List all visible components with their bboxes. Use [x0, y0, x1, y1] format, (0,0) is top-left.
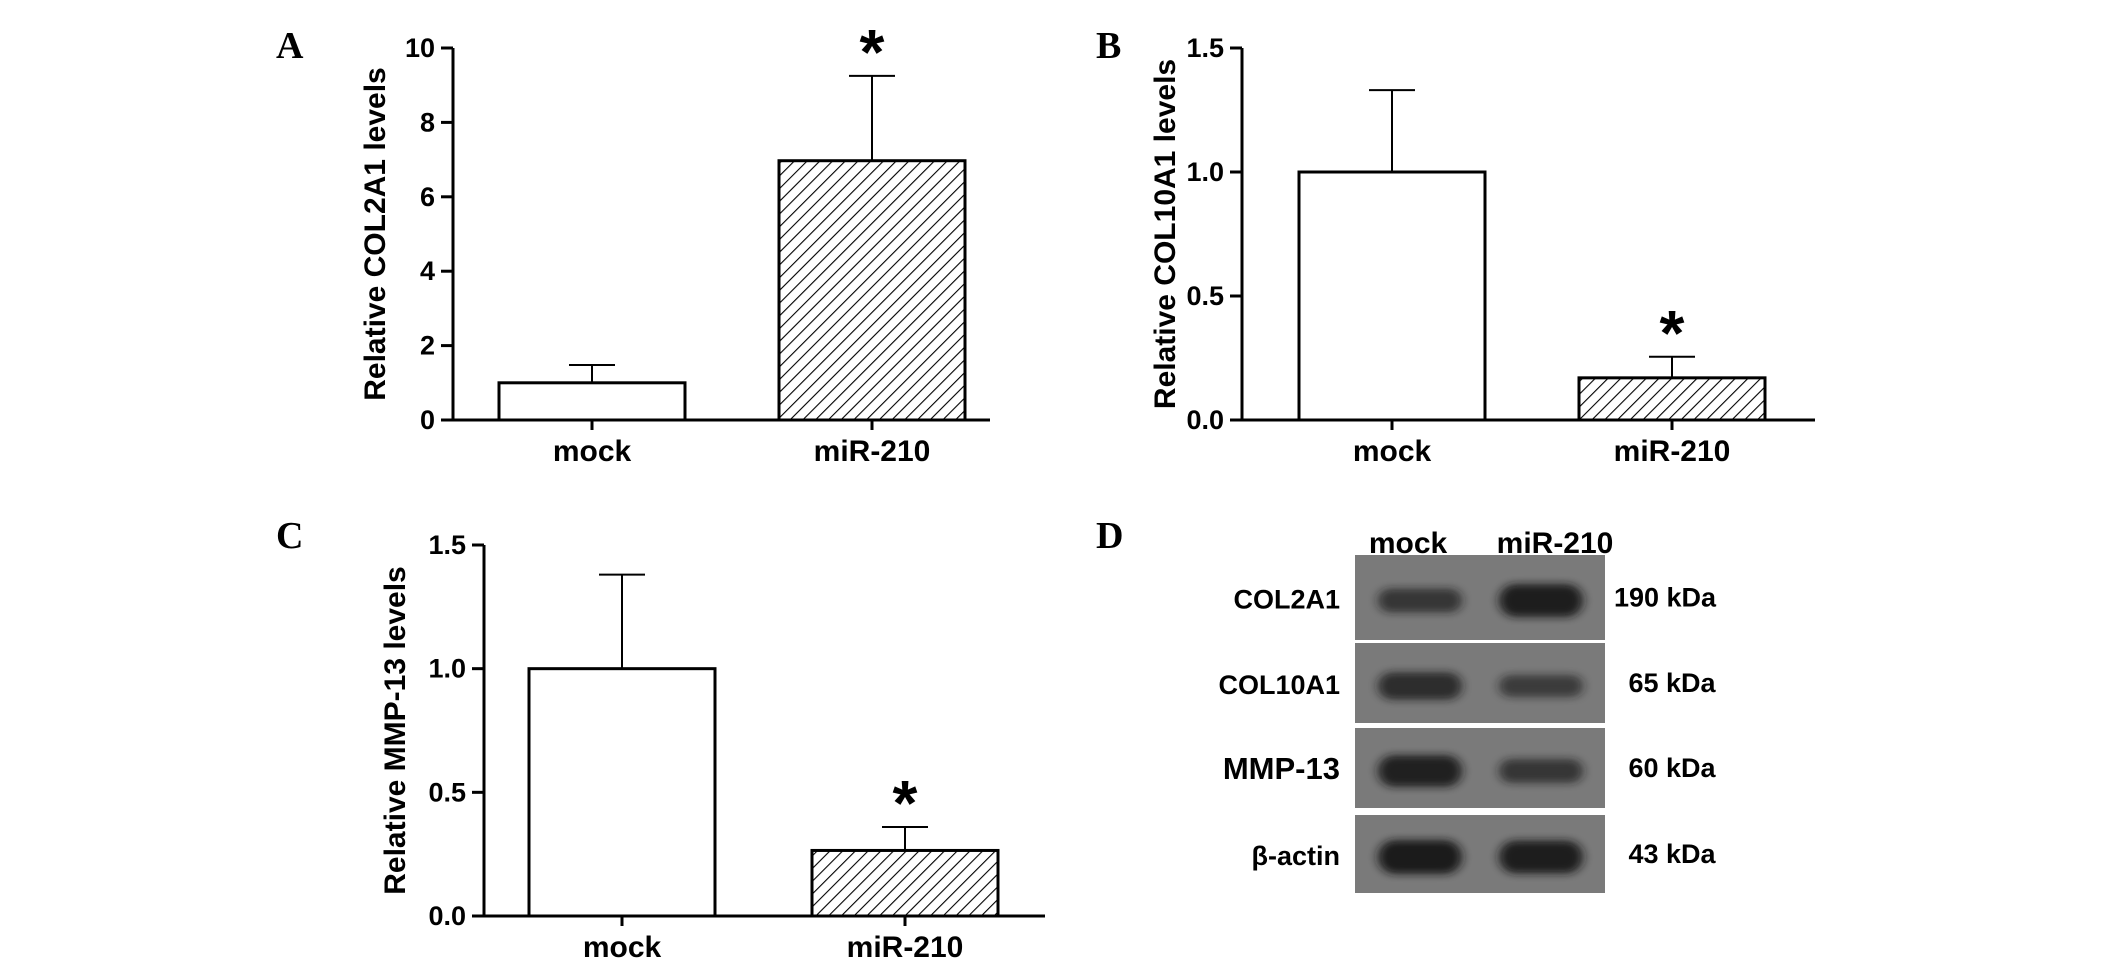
y-axis-label: Relative COL10A1 levels	[1149, 59, 1182, 409]
blot-protein-label: COL10A1	[1218, 670, 1340, 700]
blot-band	[1499, 758, 1583, 784]
y-tick-label: 1.5	[1186, 33, 1224, 63]
panel-letter: B	[1096, 25, 1121, 67]
blot-lane-label: miR-210	[1497, 527, 1614, 560]
blot-lane-label: mock	[1369, 527, 1448, 560]
blot-band	[1378, 755, 1462, 787]
bar-mir-210	[810, 848, 1000, 918]
blot-band	[1499, 840, 1583, 874]
x-tick-label: miR-210	[1614, 435, 1731, 468]
x-tick-label: mock	[553, 435, 632, 468]
y-tick-label: 0.0	[1186, 405, 1224, 435]
blot-size-label: 43 kDa	[1628, 839, 1716, 869]
panel-letter: A	[276, 25, 304, 67]
blot-protein-label: MMP-13	[1223, 751, 1340, 786]
blot-row-0: COL2A1 190 kDa	[1233, 555, 1717, 640]
y-tick-label: 0.0	[428, 901, 466, 931]
bar-mock	[497, 381, 687, 422]
y-tick-label: 0	[420, 405, 435, 435]
blot-size-label: 60 kDa	[1628, 753, 1716, 783]
y-tick-label: 1.0	[428, 654, 466, 684]
x-tick-label: mock	[583, 931, 662, 964]
y-tick-label: 6	[420, 182, 435, 212]
x-tick-label: miR-210	[814, 435, 931, 468]
y-tick-label: 0.5	[428, 777, 466, 807]
blot-row-2: MMP-13 60 kDa	[1223, 728, 1717, 808]
bar-mir-210	[1577, 376, 1767, 422]
blot-protein-label: β-actin	[1252, 841, 1341, 871]
significance-star: *	[1660, 297, 1685, 369]
bar-mock	[527, 667, 717, 918]
blot-size-label: 65 kDa	[1628, 668, 1716, 698]
blot-band	[1378, 672, 1462, 700]
y-tick-label: 4	[420, 256, 435, 286]
blot-protein-label: COL2A1	[1233, 585, 1340, 615]
panel-letter: C	[276, 515, 303, 557]
x-tick-label: miR-210	[847, 931, 964, 964]
blot-band	[1499, 675, 1583, 697]
blot-band	[1499, 584, 1583, 617]
y-tick-label: 8	[420, 107, 435, 137]
blot-band	[1378, 588, 1462, 613]
y-tick-label: 1.0	[1186, 157, 1224, 187]
blot-row-3: β-actin 43 kDa	[1252, 815, 1717, 893]
panel-letter: D	[1096, 515, 1123, 557]
y-tick-label: 10	[405, 33, 435, 63]
bar-chart-a: A Relative COL2A1 levels 0 2 4 6 8 10 mock miR-21…	[276, 16, 990, 468]
significance-star: *	[893, 767, 918, 839]
y-tick-label: 0.5	[1186, 281, 1224, 311]
bar-mock	[1297, 170, 1487, 422]
x-tick-label: mock	[1353, 435, 1432, 468]
blot-row-1: COL10A1 65 kDa	[1218, 643, 1717, 723]
bar-chart-c: C Relative MMP-13 levels 0.0 0.5 1.0 1.5 mock m…	[276, 515, 1045, 964]
blot-band	[1378, 840, 1462, 874]
y-tick-label: 2	[420, 331, 435, 361]
y-axis-label: Relative MMP-13 levels	[379, 566, 412, 895]
charts-layer: A Relative COL2A1 levels 0 2 4 6 8 10 mock miR-21…	[276, 16, 1815, 964]
y-tick-label: 1.5	[428, 530, 466, 560]
significance-star: *	[860, 16, 885, 88]
y-axis-label: Relative COL2A1 levels	[359, 67, 392, 401]
blot-size-label: 190 kDa	[1614, 583, 1717, 613]
bar-mir-210	[777, 159, 967, 422]
